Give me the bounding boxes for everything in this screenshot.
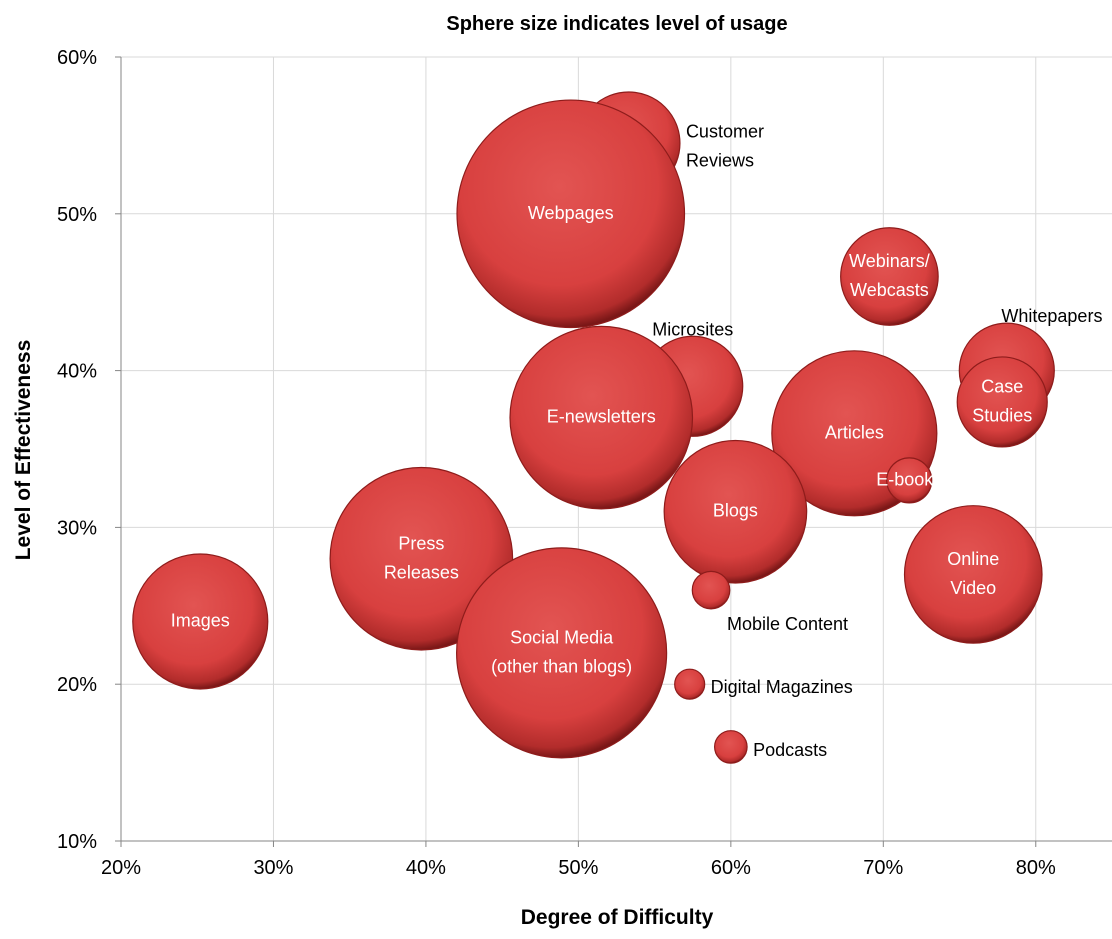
bubble-label-line: E-books xyxy=(876,469,942,489)
bubble-label-line: Blogs xyxy=(713,500,758,520)
bubble-label-line: Press xyxy=(398,533,444,553)
bubble-label-social-media-other-than-blogs: Social Media (other than blogs) xyxy=(491,627,632,676)
x-tick-label: 70% xyxy=(863,857,903,879)
bubble-press-releases xyxy=(329,466,514,651)
bubble-blogs xyxy=(663,439,808,584)
bubble-online-video xyxy=(903,505,1043,644)
bubble-label-line: Reviews xyxy=(686,150,754,170)
x-tick-label: 20% xyxy=(101,857,141,879)
bubble-label-line: Webpages xyxy=(528,203,614,223)
bubble-label-images: Images xyxy=(171,610,230,630)
y-tick-label: 40% xyxy=(57,361,97,383)
bubble-label-whitepapers: Whitepapers xyxy=(1001,306,1102,326)
bubble-label-line: Video xyxy=(950,578,996,598)
bubble-label-line: Studies xyxy=(972,405,1032,425)
bubble-label-digital-magazines: Digital Magazines xyxy=(711,677,853,697)
bubble-label-line: Case xyxy=(981,376,1023,396)
x-tick-label: 60% xyxy=(711,857,751,879)
bubble-digital-magazines xyxy=(674,668,706,700)
bubble-label-line: Webinars/ xyxy=(849,251,930,271)
bubbles xyxy=(132,91,1055,764)
bubble-label-line: Releases xyxy=(384,562,459,582)
bubble-label-line: Mobile Content xyxy=(727,614,848,634)
y-tick-label: 20% xyxy=(57,674,97,696)
bubble-e-books xyxy=(886,457,933,504)
bubble-e-newsletters xyxy=(509,325,694,510)
bubble-label-line: E-newsletters xyxy=(547,406,656,426)
x-tick-label: 80% xyxy=(1016,857,1056,879)
bubble-label-line: Online xyxy=(947,549,999,569)
bubble-label-press-releases: Press Releases xyxy=(384,533,459,582)
bubble-label-line: Social Media xyxy=(510,627,614,647)
bubble-label-case-studies: Case Studies xyxy=(972,376,1032,425)
axes: 20% 30% 40% 50% 60% 70% 80%10%20%30%40%50%60% xyxy=(57,47,1112,879)
bubble-webpages xyxy=(456,99,686,329)
bubble-labels: Customer Reviews Webpages Webinars/Webcasts… xyxy=(171,121,1103,759)
bubble-label-online-video: Online Video xyxy=(947,549,999,598)
bubble-label-line: (other than blogs) xyxy=(491,656,632,676)
bubble-label-webinars-webcasts: Webinars/Webcasts xyxy=(849,251,930,300)
bubble-label-mobile-content: Mobile Content xyxy=(727,614,848,634)
y-tick-label: 10% xyxy=(57,831,97,853)
y-tick-label: 50% xyxy=(57,204,97,226)
x-axis-title: Degree of Difficulty xyxy=(521,906,714,929)
y-tick-label: 60% xyxy=(57,47,97,69)
bubble-label-blogs: Blogs xyxy=(713,500,758,520)
bubble-label-line: Digital Magazines xyxy=(711,677,853,697)
chart-title: Sphere size indicates level of usage xyxy=(446,13,787,35)
x-tick-label: 40% xyxy=(406,857,446,879)
bubble-label-e-books: E-books xyxy=(876,469,942,489)
bubble-label-line: Webcasts xyxy=(850,280,929,300)
bubble-label-line: Articles xyxy=(825,422,884,442)
bubble-webinars-webcasts xyxy=(840,227,939,326)
bubble-podcasts xyxy=(713,730,748,764)
bubble-label-podcasts: Podcasts xyxy=(753,740,827,760)
y-axis-title: Level of Effectiveness xyxy=(12,340,35,561)
x-tick-label: 30% xyxy=(253,857,293,879)
bubble-label-microsites: Microsites xyxy=(652,319,733,339)
bubble-mobile-content xyxy=(691,570,731,610)
bubble-label-articles: Articles xyxy=(825,422,884,442)
bubble-label-webpages: Webpages xyxy=(528,203,614,223)
bubble-label-line: Microsites xyxy=(652,319,733,339)
bubble-label-line: Whitepapers xyxy=(1001,306,1102,326)
bubble-label-line: Podcasts xyxy=(753,740,827,760)
bubble-images xyxy=(132,553,269,690)
bubble-label-line: Images xyxy=(171,610,230,630)
x-tick-label: 50% xyxy=(558,857,598,879)
bubble-label-line: Customer xyxy=(686,121,764,141)
bubble-label-e-newsletters: E-newsletters xyxy=(547,406,656,426)
bubble-case-studies xyxy=(956,356,1048,448)
bubble-social-media-other-than-blogs xyxy=(456,547,668,759)
y-tick-label: 30% xyxy=(57,517,97,539)
bubble-label-customer-reviews: Customer Reviews xyxy=(686,121,764,170)
